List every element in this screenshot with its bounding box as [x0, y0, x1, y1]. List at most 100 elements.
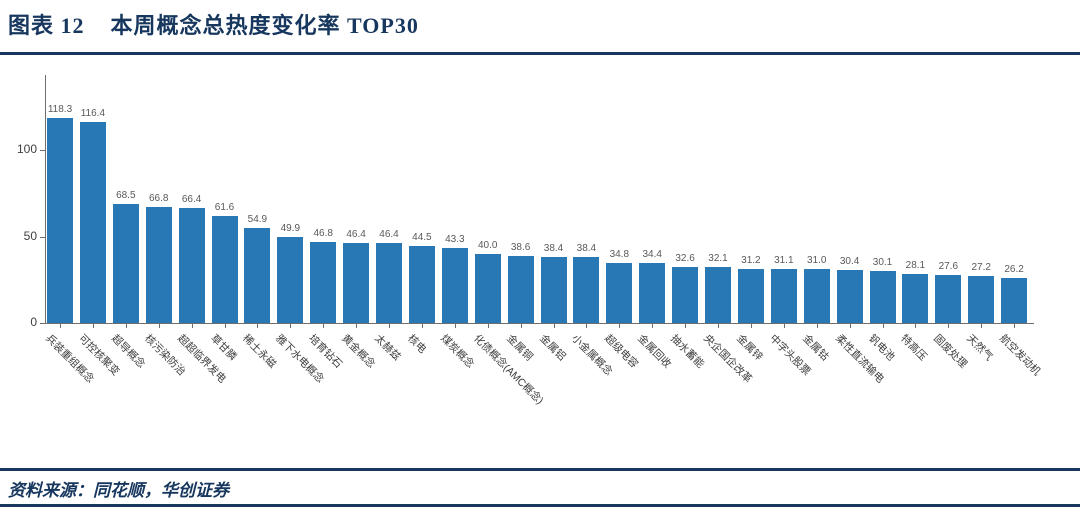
bar-value-label: 34.8	[609, 248, 630, 260]
x-axis-label-text: 煤炭概念	[437, 332, 477, 371]
x-axis-tick	[685, 324, 687, 328]
bar	[737, 269, 764, 323]
x-axis-tick	[652, 324, 654, 328]
x-axis-label: 核电	[405, 329, 436, 355]
x-axis-label-text: 抽水蓄能	[668, 332, 707, 371]
bar	[968, 275, 995, 323]
x-axis-tick	[816, 324, 818, 328]
bar-value-label: 34.4	[642, 249, 662, 261]
bottom-divider	[0, 504, 1080, 507]
x-axis-tick	[882, 324, 884, 328]
bar-value-label: 61.6	[214, 202, 235, 214]
bar	[277, 236, 304, 323]
bar	[211, 216, 238, 323]
x-axis-tick	[389, 324, 390, 328]
x-axis-tick	[520, 324, 522, 328]
figure-number-label: 图表 12	[8, 13, 85, 38]
bar-value-label: 31.0	[806, 255, 827, 267]
bar-value-label: 30.1	[872, 256, 893, 268]
bar	[1001, 277, 1028, 323]
x-axis-tick	[224, 324, 226, 328]
bar-value-label: 118.3	[47, 104, 73, 116]
bar-value-label: 116.4	[80, 107, 106, 119]
bar	[836, 270, 863, 323]
x-axis-tick	[1014, 324, 1016, 328]
bar	[935, 275, 962, 323]
y-axis-tick	[40, 236, 45, 238]
x-axis-tick	[257, 324, 259, 328]
header-divider	[0, 52, 1080, 55]
bar	[343, 242, 370, 323]
x-axis-tick	[783, 324, 785, 328]
bar-value-label: 66.8	[148, 193, 169, 205]
bar-value-label: 31.2	[741, 255, 761, 267]
x-axis-tick	[158, 324, 160, 328]
bar-value-label: 38.4	[576, 242, 597, 254]
bar	[47, 118, 73, 323]
bar	[376, 242, 402, 323]
bar	[79, 121, 106, 323]
x-axis-tick	[125, 324, 127, 328]
x-axis-tick	[586, 324, 588, 328]
bar	[507, 256, 534, 323]
bar	[145, 207, 172, 323]
bar-value-label: 31.1	[774, 255, 794, 267]
bar-value-label: 30.4	[839, 256, 860, 268]
y-axis-tick	[40, 150, 45, 151]
bar	[408, 246, 435, 323]
bar-value-label: 68.5	[116, 190, 136, 202]
x-axis-tick	[981, 324, 983, 328]
bar	[310, 242, 337, 323]
x-axis-label-text: 航空发动机	[997, 332, 1043, 379]
x-axis-tick	[915, 324, 917, 328]
bar-value-label: 28.1	[905, 260, 926, 272]
bar	[573, 256, 600, 323]
x-axis-label-text: 稀土永磁	[240, 332, 279, 371]
x-axis-tick	[421, 324, 423, 328]
x-axis-tick	[290, 324, 292, 328]
y-axis-line	[45, 75, 46, 324]
y-axis-tick-label: 0	[30, 315, 37, 329]
bar-value-label: 32.1	[708, 253, 728, 265]
x-axis-label-text: 固废处理	[931, 332, 970, 371]
bar	[705, 267, 731, 323]
footer-divider	[0, 468, 1080, 471]
bar	[540, 256, 567, 323]
bar-value-label: 44.5	[412, 232, 432, 243]
bar	[770, 269, 797, 323]
x-axis-tick	[553, 324, 555, 328]
x-axis-tick	[750, 324, 752, 328]
y-axis-tick-label: 50	[23, 228, 37, 243]
bar	[606, 262, 633, 323]
bar-value-label: 49.9	[280, 222, 301, 234]
bar-value-label: 40.0	[477, 239, 498, 251]
bar-value-label: 32.6	[675, 252, 695, 264]
x-axis-tick	[849, 324, 851, 328]
x-axis-label-text: 黄金概念	[339, 332, 378, 371]
x-axis-tick	[60, 324, 61, 328]
bar	[178, 208, 205, 323]
x-axis-label: 航空发动机	[997, 329, 1060, 378]
x-axis-tick	[487, 324, 489, 328]
x-axis-tick	[948, 324, 950, 328]
x-axis-tick	[323, 324, 325, 328]
bar	[672, 266, 699, 323]
bar	[869, 270, 896, 323]
x-axis-tick	[356, 324, 358, 328]
x-axis-tick	[454, 324, 456, 328]
bar-value-label: 46.4	[346, 228, 366, 240]
source-note: 资料来源：同花顺，华创证券	[8, 481, 229, 500]
bar-value-label: 46.4	[379, 228, 399, 240]
bar-value-label: 54.9	[247, 214, 268, 226]
bar-value-label: 26.2	[1004, 263, 1024, 275]
page-title: 图表 12 本周概念总热度变化率 TOP30	[8, 8, 419, 40]
y-axis-tick-label: 100	[16, 142, 37, 156]
bar	[244, 228, 271, 323]
x-axis-tick	[718, 324, 719, 328]
bar	[639, 263, 666, 323]
x-axis-label-text: 金属回收	[635, 332, 674, 371]
figure-title-text: 本周概念总热度变化率 TOP30	[110, 13, 419, 38]
bar-value-label: 27.2	[971, 261, 991, 273]
bar	[112, 204, 139, 323]
